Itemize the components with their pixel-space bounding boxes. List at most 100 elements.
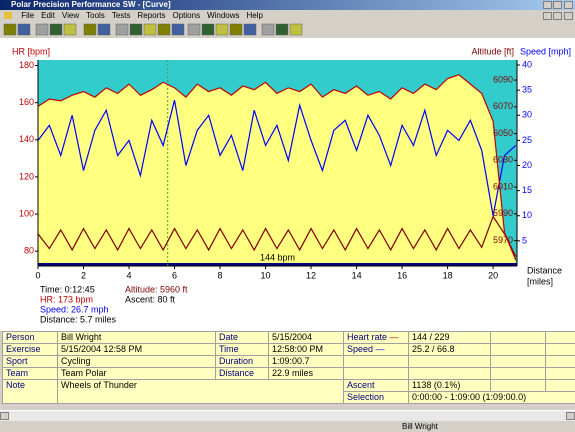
cell — [343, 367, 409, 380]
cell — [408, 367, 491, 380]
speed-tick-label: 10 — [522, 210, 532, 220]
toolbar-button[interactable] — [115, 23, 129, 36]
toolbar-button[interactable] — [243, 23, 257, 36]
menu-item[interactable]: File — [21, 11, 35, 20]
cell: 12:58:00 PM — [268, 343, 344, 356]
close-button[interactable] — [564, 1, 573, 9]
cell: Speed — — [343, 343, 409, 356]
scroll-left[interactable] — [0, 412, 9, 420]
toolbar — [3, 23, 303, 36]
cell — [545, 343, 575, 356]
x-tick-label: 0 — [35, 270, 40, 280]
x-tick-label: 18 — [443, 270, 453, 280]
toolbar-button[interactable] — [63, 23, 77, 36]
hr-legend: — — [389, 332, 399, 343]
menu-item[interactable]: Help — [246, 11, 263, 20]
altitude-line — [37, 215, 517, 257]
hr-area — [38, 74, 516, 266]
toolbar-button[interactable] — [261, 23, 275, 36]
toolbar-button[interactable] — [143, 23, 157, 36]
child-minimize[interactable] — [543, 12, 552, 20]
cell: Bill Wright — [57, 331, 216, 344]
speed-tick-label: 25 — [522, 135, 532, 145]
cell: Team — [2, 367, 58, 380]
child-close[interactable] — [564, 12, 573, 20]
toolbar-button[interactable] — [201, 23, 215, 36]
doc-icon — [4, 12, 12, 20]
toolbar-button[interactable] — [229, 23, 243, 36]
toolbar-button[interactable] — [129, 23, 143, 36]
hr-tick-label: 120 — [19, 171, 34, 181]
altitude-tick-label: 5990 — [493, 208, 513, 218]
annotation: 144 bpm — [260, 252, 295, 262]
altitude-axis-label: Altitude [ft] — [471, 46, 514, 56]
toolbar-button[interactable] — [157, 23, 171, 36]
x-tick-label: 8 — [218, 270, 223, 280]
cell — [343, 355, 409, 368]
toolbar-button[interactable] — [187, 23, 201, 36]
cell: Team Polar — [57, 367, 216, 380]
horizontal-scrollbar[interactable] — [0, 410, 575, 421]
x-axis-label: Distance — [527, 265, 562, 275]
summary-table: Person Bill Wright Date 5/15/2004 Heart rate… — [2, 331, 575, 404]
altitude-tick-label: 6030 — [493, 155, 513, 165]
menu-item[interactable]: Options — [172, 11, 201, 20]
menu-item[interactable]: Windows — [207, 11, 240, 20]
menu-item[interactable]: View — [61, 11, 80, 20]
cell: 144 / 229 — [408, 331, 491, 344]
toolbar-button[interactable] — [3, 23, 17, 36]
menu-item[interactable]: Edit — [41, 11, 55, 20]
toolbar-button[interactable] — [215, 23, 229, 36]
toolbar-button[interactable] — [35, 23, 49, 36]
cell — [490, 367, 546, 380]
readout-hr: HR: 173 bpm — [40, 294, 93, 304]
cell — [545, 367, 575, 380]
cell — [490, 355, 546, 368]
toolbar-button[interactable] — [289, 23, 303, 36]
menu-item[interactable]: Tests — [111, 11, 131, 20]
toolbar-button[interactable] — [171, 23, 185, 36]
hr-line — [37, 74, 517, 261]
hr-axis-label: HR [bpm] — [12, 46, 50, 56]
cell: Distance — [215, 367, 269, 380]
title-bar: Polar Precision Performance SW - [Curve] — [0, 0, 575, 10]
x-tick-label: 20 — [488, 270, 498, 280]
scroll-right[interactable] — [566, 412, 575, 420]
hr-tick-label: 80 — [24, 246, 34, 256]
toolbar-button[interactable] — [83, 23, 97, 36]
speed-tick-label: 5 — [522, 235, 527, 245]
toolbar-button[interactable] — [17, 23, 31, 36]
cell: Date — [215, 331, 269, 344]
speed-line — [37, 100, 517, 216]
menu-item[interactable]: Tools — [86, 11, 105, 20]
status-bar: Bill Wright — [0, 421, 575, 432]
cell: Wheels of Thunder — [57, 379, 344, 404]
altitude-tick-label: 6050 — [493, 128, 513, 138]
toolbar-button[interactable] — [97, 23, 111, 36]
cell: Cycling — [57, 355, 216, 368]
x-tick-label: 10 — [261, 270, 271, 280]
child-restore[interactable] — [553, 12, 562, 20]
cell: Ascent — [343, 379, 409, 392]
maximize-button[interactable] — [553, 1, 562, 9]
cell — [490, 331, 546, 344]
toolbar-button[interactable] — [275, 23, 289, 36]
x-tick-label: 2 — [81, 270, 86, 280]
toolbar-button[interactable] — [49, 23, 63, 36]
menu-bar: File Edit View Tools Tests Reports Options Wind… — [0, 10, 575, 21]
x-tick-label: 4 — [127, 270, 132, 280]
speed-tick-label: 40 — [522, 59, 532, 69]
cell: Heart rate — — [343, 331, 409, 344]
minimize-button[interactable] — [543, 1, 552, 9]
altitude-tick-label: 6090 — [493, 74, 513, 84]
speed-legend: — — [375, 344, 385, 355]
hr-tick-label: 140 — [19, 134, 34, 144]
hr-tick-label: 100 — [19, 208, 34, 218]
bottom-band — [38, 263, 517, 266]
altitude-tick-label: 6010 — [493, 181, 513, 191]
menu-item[interactable]: Reports — [137, 11, 166, 20]
hr-tick-label: 160 — [19, 97, 34, 107]
readout-altitude: Altitude: 5960 ft — [125, 284, 188, 294]
altitude-tick-label: 5970 — [493, 235, 513, 245]
speed-tick-label: 35 — [522, 85, 532, 95]
